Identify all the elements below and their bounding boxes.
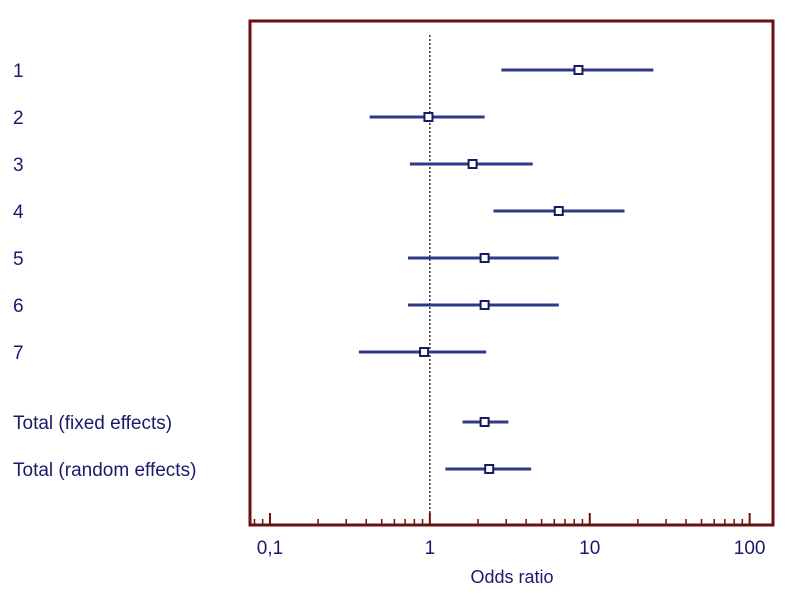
study-3-label: 3 bbox=[13, 155, 24, 176]
study-6-label: 6 bbox=[13, 296, 24, 317]
study-5-label: 5 bbox=[13, 249, 24, 270]
study-7-estimate-marker bbox=[419, 347, 430, 357]
x-axis-title: Odds ratio bbox=[470, 567, 553, 587]
x-tick-label: 10 bbox=[579, 538, 600, 559]
total-random-estimate-marker bbox=[484, 464, 495, 474]
row-labels: 1 2 3 4 5 6 7 Total (fixed effects) Total (rando… bbox=[13, 61, 196, 481]
x-tick-label: 100 bbox=[734, 538, 766, 559]
total-random-label: Total (random effects) bbox=[13, 460, 196, 481]
study-2-label: 2 bbox=[13, 108, 24, 129]
study-3-estimate-marker bbox=[467, 159, 478, 169]
study-5-estimate-marker bbox=[479, 253, 490, 263]
study-1-estimate-marker bbox=[573, 65, 584, 75]
study-7-label: 7 bbox=[13, 343, 24, 364]
study-2-estimate-marker bbox=[423, 112, 434, 122]
x-tick-label: 0,1 bbox=[257, 538, 283, 559]
x-axis: 0,1 1 10 100 bbox=[253, 513, 766, 559]
plot-area bbox=[248, 19, 775, 527]
x-tick-label: 1 bbox=[425, 538, 436, 559]
total-fixed-estimate-marker bbox=[479, 417, 490, 427]
total-fixed-label: Total (fixed effects) bbox=[13, 413, 172, 434]
study-4-label: 4 bbox=[13, 202, 24, 223]
study-4-estimate-marker bbox=[553, 206, 564, 216]
study-6-estimate-marker bbox=[479, 300, 490, 310]
plot-frame bbox=[248, 19, 775, 527]
study-1-label: 1 bbox=[13, 61, 24, 82]
